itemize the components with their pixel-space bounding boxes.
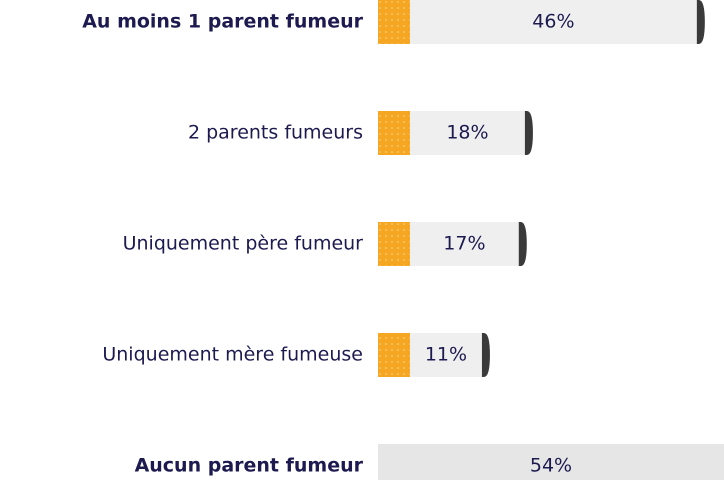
cigarette-bar <box>378 444 724 480</box>
category-label: Aucun parent fumeur <box>135 455 364 477</box>
value-label: 46% <box>532 11 574 33</box>
value-label: 54% <box>530 455 572 477</box>
filter-dots <box>378 333 410 377</box>
filter-dots <box>378 0 410 44</box>
ash-tip <box>696 0 705 44</box>
filter-dots <box>378 111 410 155</box>
cigarette-bar <box>378 222 527 266</box>
bar <box>378 444 724 480</box>
category-label: Au moins 1 parent fumeur <box>82 11 363 33</box>
category-label: Uniquement père fumeur <box>123 233 364 255</box>
value-label: 18% <box>446 122 488 144</box>
bar <box>378 0 697 44</box>
category-label: Uniquement mère fumeuse <box>102 344 363 366</box>
category-label: 2 parents fumeurs <box>188 122 363 144</box>
ash-tip <box>518 222 527 266</box>
cigarette-bar <box>378 333 490 377</box>
value-label: 11% <box>425 344 467 366</box>
ash-tip <box>524 111 533 155</box>
cigarette-bar <box>378 0 705 44</box>
value-label: 17% <box>443 233 485 255</box>
ash-tip <box>481 333 490 377</box>
filter-dots <box>378 222 410 266</box>
cigarette-bar <box>378 111 533 155</box>
